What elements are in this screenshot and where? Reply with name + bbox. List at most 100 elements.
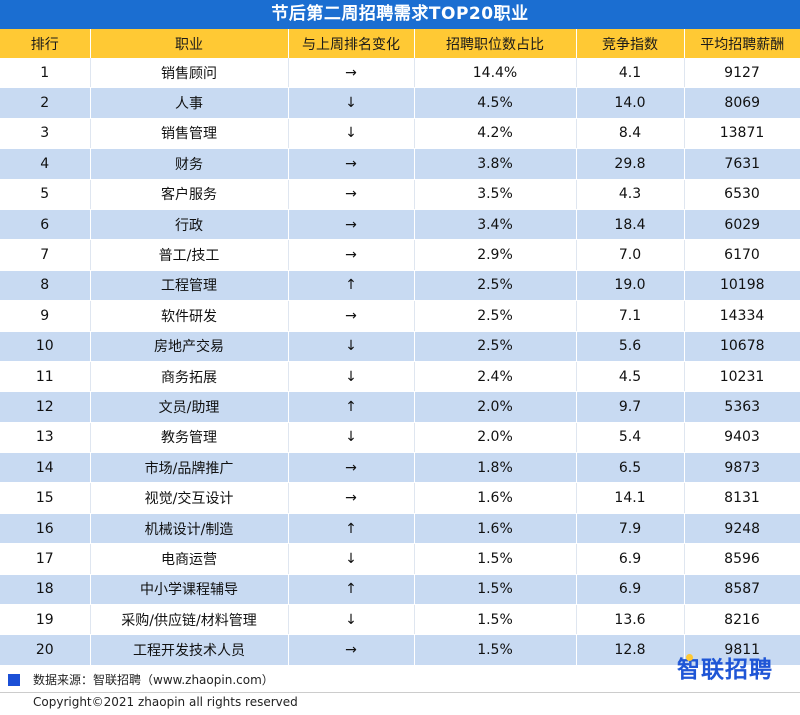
table-row: 6 行政 → 3.4% 18.4 6029 xyxy=(0,209,800,241)
salary-cell: 13871 xyxy=(684,118,800,150)
table-row: 7 普工/技工 → 2.9% 7.0 6170 xyxy=(0,239,800,271)
share-cell: 14.4% xyxy=(414,58,577,89)
column-header-share: 招聘职位数占比 xyxy=(414,29,577,58)
copyright: Copyright©2021 zhaopin all rights reserv… xyxy=(33,695,298,709)
competition-cell: 14.0 xyxy=(576,87,685,119)
occupation-cell: 工程开发技术人员 xyxy=(90,634,289,666)
table-row: 4 财务 → 3.8% 29.8 7631 xyxy=(0,148,800,180)
occupation-cell: 电商运营 xyxy=(90,543,289,575)
table-row: 17 电商运营 ↓ 1.5% 6.9 8596 xyxy=(0,543,800,575)
share-cell: 3.4% xyxy=(414,209,577,241)
occupation-cell: 工程管理 xyxy=(90,270,289,302)
rank-change-cell: ↓ xyxy=(288,118,415,150)
salary-cell: 8069 xyxy=(684,87,800,119)
occupation-cell: 普工/技工 xyxy=(90,239,289,271)
table-row: 13 教务管理 ↓ 2.0% 5.4 9403 xyxy=(0,422,800,454)
table-row: 14 市场/品牌推广 → 1.8% 6.5 9873 xyxy=(0,452,800,484)
column-header-competition: 竞争指数 xyxy=(576,29,685,58)
occupation-cell: 软件研发 xyxy=(90,300,289,332)
occupation-cell: 采购/供应链/材料管理 xyxy=(90,604,289,636)
rank-cell: 13 xyxy=(0,422,91,454)
table-row: 15 视觉/交互设计 → 1.6% 14.1 8131 xyxy=(0,482,800,514)
salary-cell: 9873 xyxy=(684,452,800,484)
occupation-cell: 行政 xyxy=(90,209,289,241)
occupation-cell: 商务拓展 xyxy=(90,361,289,393)
rank-change-cell: → xyxy=(288,300,415,332)
rank-cell: 8 xyxy=(0,270,91,302)
share-cell: 1.6% xyxy=(414,482,577,514)
share-cell: 2.5% xyxy=(414,300,577,332)
rank-cell: 20 xyxy=(0,634,91,666)
rank-change-cell: ↓ xyxy=(288,331,415,362)
rank-cell: 6 xyxy=(0,209,91,241)
column-header-rank-change: 与上周排名变化 xyxy=(288,29,415,58)
salary-cell: 8216 xyxy=(684,604,800,636)
competition-cell: 4.1 xyxy=(576,58,685,89)
rank-cell: 2 xyxy=(0,87,91,119)
salary-cell: 5363 xyxy=(684,391,800,423)
competition-cell: 18.4 xyxy=(576,209,685,241)
rank-change-cell: → xyxy=(288,452,415,484)
footer: 数据来源：智联招聘（www.zhaopin.com） 智联招聘 xyxy=(0,654,800,692)
competition-cell: 9.7 xyxy=(576,391,685,423)
competition-cell: 13.6 xyxy=(576,604,685,636)
column-header-salary: 平均招聘薪酬 xyxy=(684,29,800,58)
share-cell: 2.9% xyxy=(414,239,577,271)
competition-cell: 6.9 xyxy=(576,574,685,606)
table-row: 16 机械设计/制造 ↑ 1.6% 7.9 9248 xyxy=(0,513,800,545)
rank-cell: 10 xyxy=(0,331,91,362)
salary-cell: 9403 xyxy=(684,422,800,454)
share-cell: 2.5% xyxy=(414,270,577,302)
rank-cell: 1 xyxy=(0,58,91,89)
competition-cell: 4.3 xyxy=(576,179,685,210)
salary-cell: 8587 xyxy=(684,574,800,606)
salary-cell: 9248 xyxy=(684,513,800,545)
share-cell: 2.0% xyxy=(414,391,577,423)
occupation-cell: 财务 xyxy=(90,148,289,180)
rank-cell: 5 xyxy=(0,179,91,210)
rank-change-cell: → xyxy=(288,209,415,241)
competition-cell: 7.1 xyxy=(576,300,685,332)
rank-change-cell: ↓ xyxy=(288,87,415,119)
table-title: 节后第二周招聘需求TOP20职业 xyxy=(0,0,800,29)
rank-cell: 16 xyxy=(0,513,91,545)
occupation-cell: 销售管理 xyxy=(90,118,289,150)
table-row: 1 销售顾问 → 14.4% 4.1 9127 xyxy=(0,58,800,89)
rank-cell: 7 xyxy=(0,239,91,271)
rank-change-cell: ↑ xyxy=(288,513,415,545)
share-cell: 1.8% xyxy=(414,452,577,484)
salary-cell: 10198 xyxy=(684,270,800,302)
table-body: 1 销售顾问 → 14.4% 4.1 9127 2 人事 ↓ 4.5% 14.0 8069 3 销售管理 ↓… xyxy=(0,58,800,666)
share-cell: 1.5% xyxy=(414,604,577,636)
rank-cell: 9 xyxy=(0,300,91,332)
share-cell: 3.5% xyxy=(414,179,577,210)
rank-change-cell: ↓ xyxy=(288,422,415,454)
column-header-rank: 排行 xyxy=(0,29,91,58)
rank-cell: 18 xyxy=(0,574,91,606)
rank-cell: 17 xyxy=(0,543,91,575)
occupation-cell: 市场/品牌推广 xyxy=(90,452,289,484)
table-row: 19 采购/供应链/材料管理 ↓ 1.5% 13.6 8216 xyxy=(0,604,800,636)
ranking-table: 排行 职业 与上周排名变化 招聘职位数占比 竞争指数 平均招聘薪酬 1 销售顾问 →… xyxy=(0,29,800,666)
competition-cell: 14.1 xyxy=(576,482,685,514)
occupation-cell: 文员/助理 xyxy=(90,391,289,423)
table-row: 11 商务拓展 ↓ 2.4% 4.5 10231 xyxy=(0,361,800,393)
rank-change-cell: → xyxy=(288,58,415,89)
zhaopin-logo: 智联招聘 xyxy=(677,650,773,684)
salary-cell: 9811 xyxy=(684,634,800,666)
rank-change-cell: ↓ xyxy=(288,361,415,393)
occupation-cell: 机械设计/制造 xyxy=(90,513,289,545)
footer-divider xyxy=(0,692,800,693)
table-row: 12 文员/助理 ↑ 2.0% 9.7 5363 xyxy=(0,391,800,423)
rank-cell: 3 xyxy=(0,118,91,150)
occupation-cell: 视觉/交互设计 xyxy=(90,482,289,514)
rank-change-cell: ↑ xyxy=(288,270,415,302)
salary-cell: 9127 xyxy=(684,58,800,89)
occupation-cell: 人事 xyxy=(90,87,289,119)
share-cell: 2.5% xyxy=(414,331,577,362)
rank-cell: 19 xyxy=(0,604,91,636)
competition-cell: 8.4 xyxy=(576,118,685,150)
table-row: 8 工程管理 ↑ 2.5% 19.0 10198 xyxy=(0,270,800,302)
table-row: 5 客户服务 → 3.5% 4.3 6530 xyxy=(0,179,800,210)
competition-cell: 7.0 xyxy=(576,239,685,271)
